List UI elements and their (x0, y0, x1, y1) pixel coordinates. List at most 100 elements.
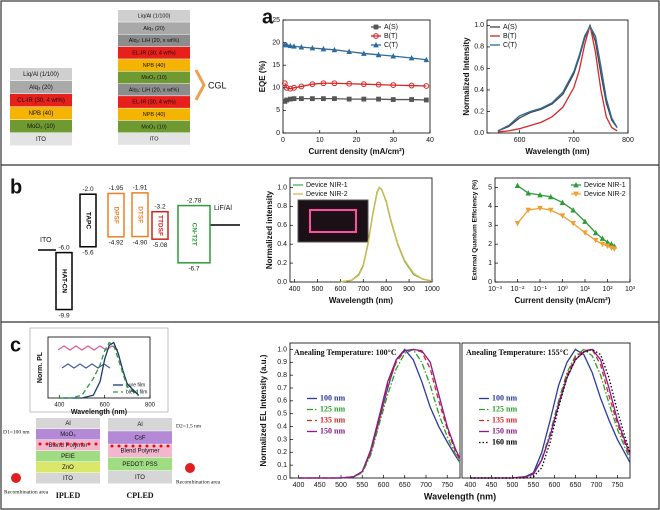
x-tick-label: 700 (568, 137, 580, 144)
marker (604, 243, 611, 250)
series-line (59, 341, 140, 399)
legend-label: 135 nm (492, 415, 517, 424)
layer-label: Liq/Al (1/100) (23, 72, 59, 78)
marker (423, 83, 430, 89)
marker (547, 207, 554, 214)
plot-frame (289, 177, 433, 283)
layer-label: CL-IR (30, 4 wt%) (17, 98, 65, 104)
layer-name: HAT-CN (60, 269, 67, 293)
layer-label: MoO₃ (10) (141, 124, 167, 130)
legend-label: 150 nm (492, 426, 517, 435)
marker (409, 97, 415, 102)
legend-label: A(S) (503, 24, 517, 31)
cgl-bracket (194, 69, 206, 101)
device-name: CPLED (126, 491, 153, 500)
y-axis-label: Norm. PL (37, 351, 44, 383)
recombination-dot (87, 442, 91, 446)
layer-label: EL-IR (30, 4 wt%) (132, 100, 176, 106)
y-tick-label: 20 (272, 39, 280, 46)
marker (570, 220, 577, 227)
x-tick-label: 600 (549, 482, 561, 489)
y-tick-label: 0.6 (277, 398, 287, 405)
energy-box (55, 251, 73, 311)
plot-frame (486, 19, 629, 134)
recombination-dot (45, 442, 49, 446)
legend-label: 125 nm (320, 404, 345, 413)
x-axis-label: Current density (mA/cm²) (514, 296, 610, 305)
annotation: Anealing Temperature: 100°C (294, 348, 397, 357)
layer-label: ITO (149, 137, 159, 143)
y-tick-label: 0.0 (277, 475, 287, 482)
marker (309, 81, 316, 88)
ito-label: ITO (40, 237, 52, 244)
marker (559, 213, 566, 219)
marker (514, 220, 521, 227)
pl-frame (29, 327, 169, 413)
layer-label: EL-IR (30, 4 wt%) (132, 51, 176, 57)
x-tick-label: 550 (356, 482, 368, 489)
y-axis-label: External Quantum Efficiency (%) (472, 180, 479, 280)
layer-label: MoO₃ (60, 432, 76, 438)
marker (408, 82, 415, 89)
lumo-label: -2.0 (82, 186, 94, 193)
x-tick-label: 20 (353, 137, 361, 144)
layer (118, 96, 190, 108)
layer (108, 457, 172, 471)
legend-label: Device NIR-2 (584, 191, 626, 198)
y-tick-label: 5 (276, 107, 280, 114)
x-tick-label: 400 (465, 482, 477, 489)
cgl-label: CGL (208, 80, 227, 90)
marker (423, 56, 430, 63)
x-tick-label: 600 (514, 137, 526, 144)
marker (390, 53, 397, 59)
marker (291, 43, 297, 49)
marker (604, 239, 611, 245)
marker (408, 54, 415, 61)
recombination-icon (11, 473, 21, 483)
marker (298, 96, 304, 102)
y-tick-label: 0.6 (474, 65, 484, 72)
homo-label: -6.7 (188, 266, 200, 273)
layer-label: NPB (40) (143, 112, 166, 118)
marker (582, 230, 588, 236)
recombination-dot (94, 442, 98, 446)
recombination-dot (145, 444, 149, 448)
marker (375, 51, 382, 58)
y-tick-label: 0.5 (277, 411, 287, 418)
marker (525, 190, 532, 196)
layer (10, 81, 72, 94)
panel-label: c (10, 334, 21, 356)
layer-label: ITO (36, 137, 46, 143)
inset-photo (297, 199, 369, 243)
y-tick-label: 0.1 (277, 462, 287, 469)
layer (118, 120, 190, 133)
x-tick-label: 450 (486, 482, 498, 489)
marker (376, 96, 381, 102)
layer (108, 431, 172, 444)
recombination-dot (131, 444, 135, 448)
layer (36, 418, 100, 429)
x-tick-label: 800 (145, 403, 156, 409)
marker (608, 241, 615, 247)
recombination-dot (38, 442, 42, 446)
marker (592, 238, 599, 244)
marker (537, 192, 543, 198)
x-tick-label: 700 (591, 482, 603, 489)
legend-label: B(T) (503, 33, 517, 40)
marker (287, 85, 294, 92)
recombination-dot (159, 444, 163, 448)
layer-label: ITO (63, 476, 73, 482)
molecule-sketch (61, 363, 111, 369)
marker (525, 207, 532, 214)
inset-glow (309, 209, 357, 233)
y-axis-label: Normalized Intensity (462, 37, 471, 116)
energy-box (79, 193, 97, 248)
layer (118, 22, 190, 35)
marker (360, 81, 367, 88)
x-tick-label: 900 (403, 286, 415, 293)
legend-label: pure film (126, 382, 145, 388)
x-tick-label: 10⁻² (511, 286, 525, 293)
layer (10, 133, 72, 146)
y-tick-label: 0.8 (474, 44, 484, 51)
